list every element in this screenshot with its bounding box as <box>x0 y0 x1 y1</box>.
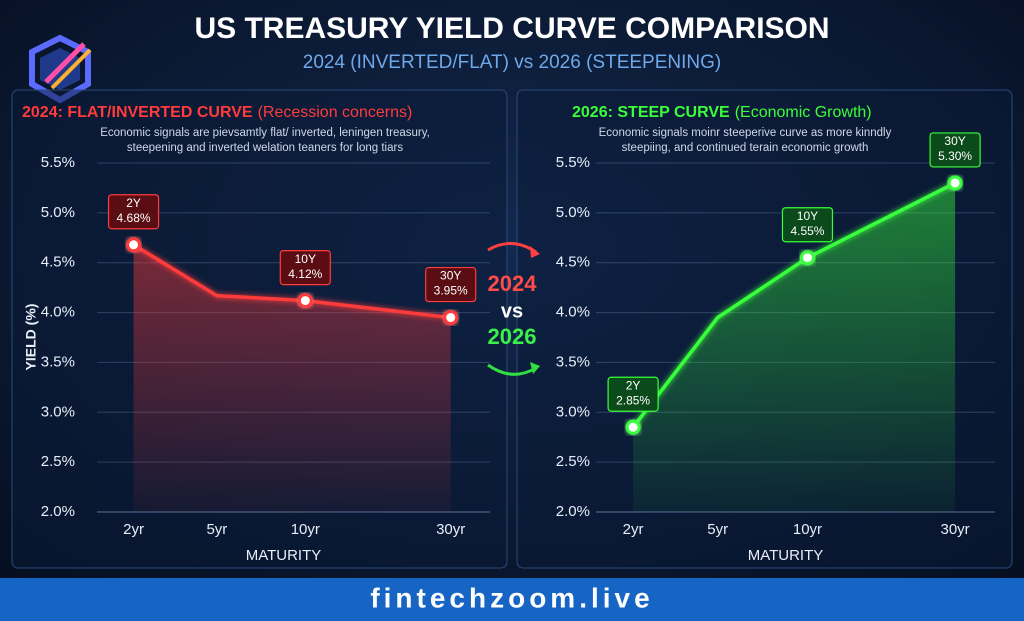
description: Economic signals moinr steeperive curve … <box>599 127 892 139</box>
callout <box>929 132 981 168</box>
point <box>443 310 459 326</box>
y-tick-label: 4.5% <box>41 254 75 271</box>
callout <box>781 207 834 243</box>
versus-right: 2026 <box>488 324 537 349</box>
x-tick-label: 5yr <box>206 521 227 538</box>
point-label: 10Y <box>797 209 818 223</box>
y-tick-label: 4.0% <box>41 304 75 321</box>
x-tick-label: 10yr <box>291 521 320 538</box>
subtitle: 2024 (INVERTED/FLAT) vs 2026 (STEEPENING… <box>303 52 721 73</box>
y-tick-label: 4.0% <box>556 304 590 321</box>
y-tick-label: 4.5% <box>556 254 590 271</box>
point-label: 30Y <box>944 134 965 148</box>
point <box>947 175 963 191</box>
area <box>133 244 451 512</box>
versus: vs <box>501 300 523 322</box>
point-label: 10Y <box>295 252 316 266</box>
point <box>799 250 815 266</box>
y-tick-label: 3.0% <box>41 403 75 420</box>
line <box>132 243 451 320</box>
line <box>631 181 956 429</box>
description: steepening and inverted welation teaners… <box>127 142 403 154</box>
chart-title-note: (Recession concerns) <box>258 104 413 121</box>
chart-title: 2026: STEEP CURVE (Economic Growth) <box>572 104 872 121</box>
value-label: 4.68% <box>117 211 151 225</box>
value-label: 5.30% <box>938 149 972 163</box>
chart-title-main: 2024: FLAT/INVERTED CURVE <box>22 104 253 121</box>
y-axis-title: YIELD (%) <box>23 304 39 371</box>
arrow <box>487 363 537 376</box>
callout <box>279 250 331 286</box>
footer-bar <box>0 578 1024 621</box>
y-tick-label: 2.5% <box>556 453 590 470</box>
y-tick-label: 2.0% <box>41 503 75 520</box>
y-tick-label: 5.0% <box>41 204 75 221</box>
x-tick-label: 2yr <box>623 521 644 538</box>
y-tick-label: 3.5% <box>556 353 590 370</box>
chart-title-note: (Economic Growth) <box>735 104 872 121</box>
x-tick-label: 10yr <box>793 521 822 538</box>
x-tick-label: 30yr <box>941 521 970 538</box>
point-label: 2Y <box>626 378 641 392</box>
y-tick-label: 3.5% <box>41 353 75 370</box>
callout <box>607 376 659 412</box>
title: US TREASURY YIELD CURVE COMPARISON <box>194 12 829 45</box>
arrow-head <box>530 362 540 374</box>
callout <box>107 194 160 230</box>
value-label: 3.95% <box>434 284 468 298</box>
y-tick-label: 5.0% <box>556 204 590 221</box>
versus-left: 2024 <box>488 271 538 296</box>
callout <box>425 266 477 303</box>
point <box>625 419 641 435</box>
y-tick-label: 3.0% <box>556 403 590 420</box>
x-tick-label: 5yr <box>707 521 728 538</box>
value-label: 4.55% <box>790 224 824 238</box>
description: Economic signals are pievsamtly flat/ in… <box>100 127 430 139</box>
point <box>297 293 313 309</box>
value-label: 4.12% <box>288 267 322 281</box>
footer: fintechzoom.live <box>370 582 653 613</box>
y-tick-label: 2.0% <box>556 503 590 520</box>
area <box>633 182 956 512</box>
y-tick-label: 5.5% <box>41 154 75 171</box>
logo <box>29 34 92 104</box>
x-tick-label: 2yr <box>123 521 144 538</box>
point-label: 30Y <box>440 269 461 283</box>
x-axis-title: MATURITY <box>748 547 824 564</box>
chart-title: 2024: FLAT/INVERTED CURVE (Recession conc… <box>22 104 412 121</box>
description: steepiing, and continued terain economic… <box>622 142 869 154</box>
y-tick-label: 5.5% <box>556 154 590 171</box>
x-axis-title: MATURITY <box>246 547 322 564</box>
point-label: 2Y <box>126 196 141 210</box>
y-tick-label: 2.5% <box>41 453 75 470</box>
arrow-head <box>530 246 540 258</box>
x-tick-label: 30yr <box>436 521 465 538</box>
point <box>126 237 142 253</box>
value-label: 2.85% <box>616 393 650 407</box>
chart-title-main: 2026: STEEP CURVE <box>572 104 730 121</box>
